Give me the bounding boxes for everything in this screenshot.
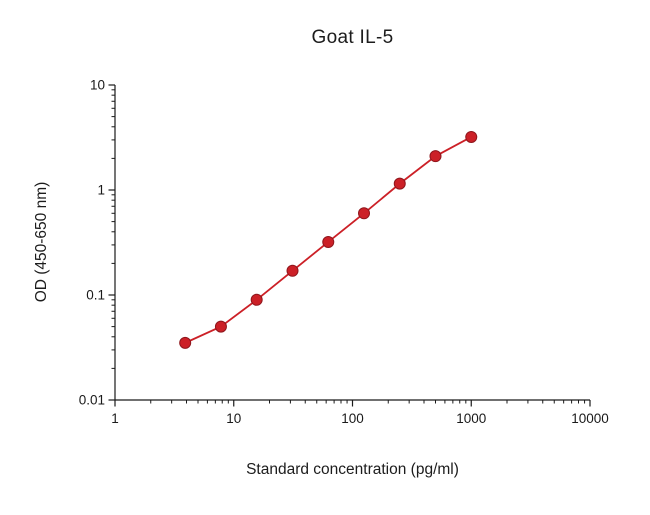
data-point: [322, 235, 335, 248]
data-point: [393, 177, 406, 190]
y-tick-label: 0.1: [86, 288, 105, 303]
chart-title: Goat IL-5: [311, 27, 394, 48]
y-axis-label: OD (450-650 nm): [33, 181, 50, 303]
y-tick-label: 10: [90, 78, 105, 93]
data-point: [429, 150, 442, 163]
x-tick-label: 10000: [571, 411, 609, 426]
x-tick-label: 100: [341, 411, 364, 426]
data-point: [358, 207, 371, 220]
data-point: [286, 264, 299, 277]
data-point: [250, 293, 263, 306]
x-tick-label: 10: [226, 411, 241, 426]
y-tick-label: 1: [97, 183, 105, 198]
y-tick-label: 0.01: [79, 393, 105, 408]
x-tick-label: 1000: [456, 411, 486, 426]
data-point: [465, 130, 478, 143]
x-axis-label: Standard concentration (pg/ml): [246, 461, 459, 478]
data-point: [179, 336, 192, 349]
data-point: [214, 320, 227, 333]
x-tick-label: 1: [111, 411, 119, 426]
